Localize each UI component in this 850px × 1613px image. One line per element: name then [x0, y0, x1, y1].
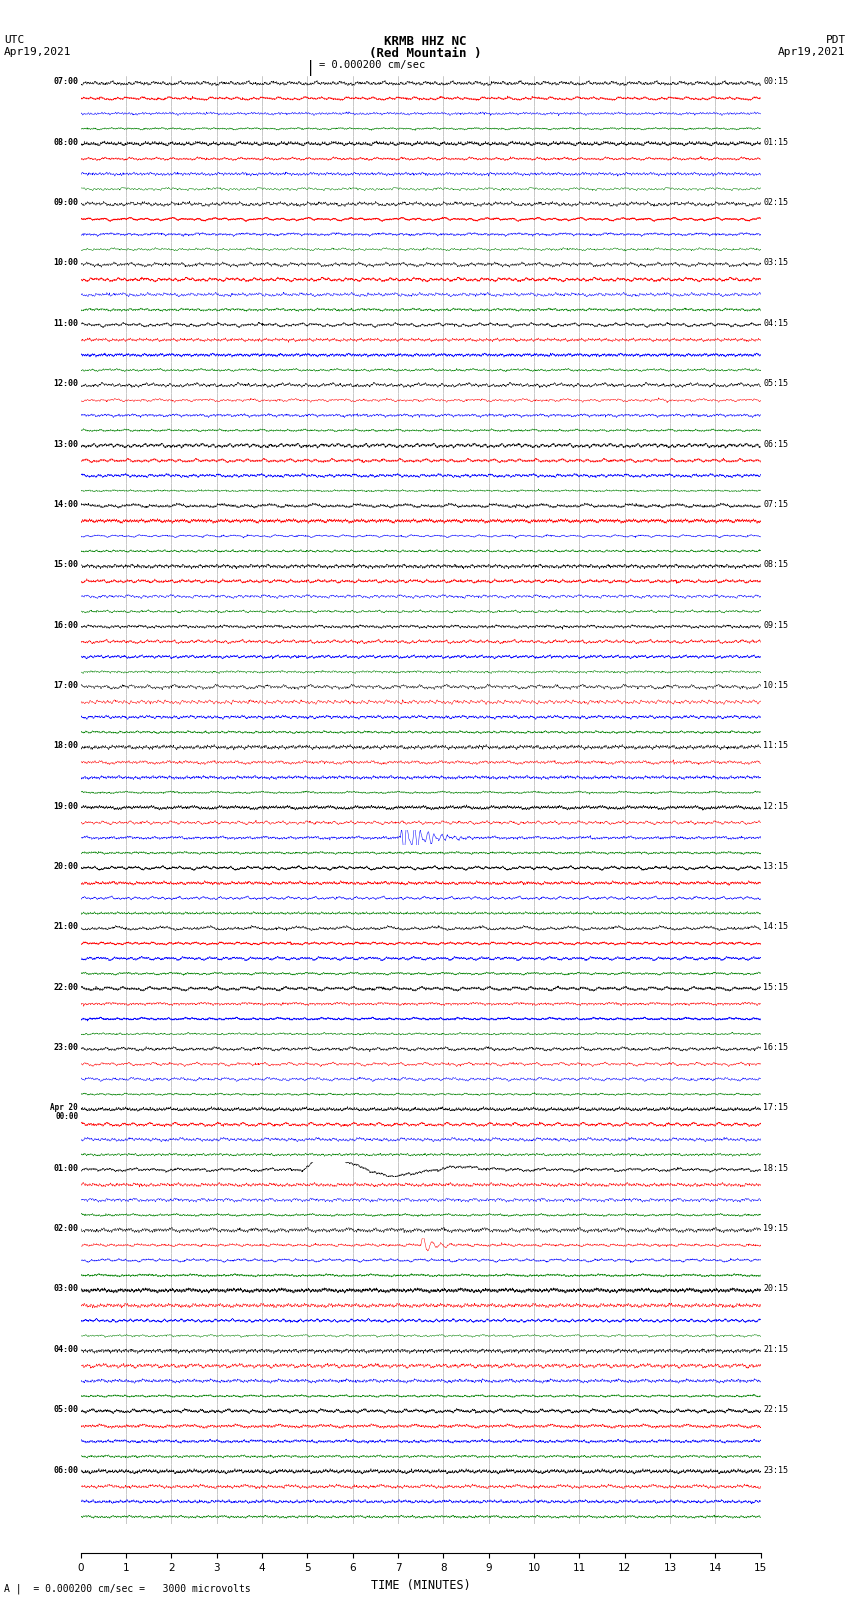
- Text: 18:00: 18:00: [54, 742, 78, 750]
- Text: 01:00: 01:00: [54, 1163, 78, 1173]
- Text: (Red Mountain ): (Red Mountain ): [369, 47, 481, 60]
- Text: 07:00: 07:00: [54, 77, 78, 87]
- Text: 16:15: 16:15: [763, 1044, 788, 1052]
- Text: 01:15: 01:15: [763, 137, 788, 147]
- Text: 06:00: 06:00: [54, 1466, 78, 1474]
- Text: 08:15: 08:15: [763, 560, 788, 569]
- Text: 20:15: 20:15: [763, 1284, 788, 1294]
- Text: UTC: UTC: [4, 35, 25, 45]
- Text: 13:00: 13:00: [54, 440, 78, 448]
- Text: = 0.000200 cm/sec: = 0.000200 cm/sec: [319, 60, 425, 69]
- Text: 17:00: 17:00: [54, 681, 78, 690]
- Text: 07:15: 07:15: [763, 500, 788, 508]
- Text: 11:00: 11:00: [54, 319, 78, 327]
- Text: 23:00: 23:00: [54, 1044, 78, 1052]
- Text: 15:00: 15:00: [54, 560, 78, 569]
- Text: 14:15: 14:15: [763, 923, 788, 931]
- Text: 05:00: 05:00: [54, 1405, 78, 1415]
- Text: 05:15: 05:15: [763, 379, 788, 389]
- Text: 23:15: 23:15: [763, 1466, 788, 1474]
- Text: 04:15: 04:15: [763, 319, 788, 327]
- Text: Apr 20: Apr 20: [50, 1103, 78, 1113]
- Text: |: |: [306, 60, 314, 76]
- Text: PDT: PDT: [825, 35, 846, 45]
- Text: 19:15: 19:15: [763, 1224, 788, 1232]
- Text: 03:00: 03:00: [54, 1284, 78, 1294]
- Text: 11:15: 11:15: [763, 742, 788, 750]
- Text: 00:15: 00:15: [763, 77, 788, 87]
- Text: 20:00: 20:00: [54, 861, 78, 871]
- Text: 02:00: 02:00: [54, 1224, 78, 1232]
- Text: KRMB HHZ NC: KRMB HHZ NC: [383, 35, 467, 48]
- Text: 22:15: 22:15: [763, 1405, 788, 1415]
- Text: 16:00: 16:00: [54, 621, 78, 629]
- Text: 22:00: 22:00: [54, 982, 78, 992]
- Text: 06:15: 06:15: [763, 440, 788, 448]
- X-axis label: TIME (MINUTES): TIME (MINUTES): [371, 1579, 471, 1592]
- Text: 09:00: 09:00: [54, 198, 78, 206]
- Text: 17:15: 17:15: [763, 1103, 788, 1113]
- Text: 21:00: 21:00: [54, 923, 78, 931]
- Text: 15:15: 15:15: [763, 982, 788, 992]
- Text: 12:15: 12:15: [763, 802, 788, 811]
- Text: 09:15: 09:15: [763, 621, 788, 629]
- Text: 03:15: 03:15: [763, 258, 788, 268]
- Text: A |  = 0.000200 cm/sec =   3000 microvolts: A | = 0.000200 cm/sec = 3000 microvolts: [4, 1582, 251, 1594]
- Text: 02:15: 02:15: [763, 198, 788, 206]
- Text: 08:00: 08:00: [54, 137, 78, 147]
- Text: 10:15: 10:15: [763, 681, 788, 690]
- Text: 04:00: 04:00: [54, 1345, 78, 1353]
- Text: 10:00: 10:00: [54, 258, 78, 268]
- Text: 21:15: 21:15: [763, 1345, 788, 1353]
- Text: Apr19,2021: Apr19,2021: [779, 47, 846, 56]
- Text: 00:00: 00:00: [55, 1113, 78, 1121]
- Text: Apr19,2021: Apr19,2021: [4, 47, 71, 56]
- Text: 14:00: 14:00: [54, 500, 78, 508]
- Text: 19:00: 19:00: [54, 802, 78, 811]
- Text: 18:15: 18:15: [763, 1163, 788, 1173]
- Text: 13:15: 13:15: [763, 861, 788, 871]
- Text: 12:00: 12:00: [54, 379, 78, 389]
